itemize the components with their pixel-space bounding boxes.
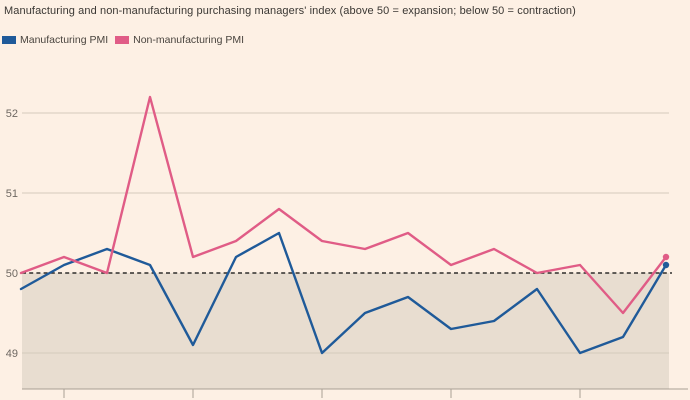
legend-label-manufacturing: Manufacturing PMI [20,34,109,46]
series-line-manufacturing-pmi [19,231,668,355]
legend-item-non-manufacturing: Non-manufacturing PMI [115,34,244,46]
chart-legend: Manufacturing PMI Non-manufacturing PMI [2,34,251,46]
non-manufacturing-swatch-icon [115,36,130,44]
y-tick-label-50: 50 [6,268,18,280]
chart-title: Manufacturing and non-manufacturing purc… [4,5,576,17]
y-tick-label-51: 51 [6,188,18,200]
series-line-non-manufacturing-pmi [19,95,668,315]
manufacturing-swatch-icon [2,36,16,44]
y-tick-label-49: 49 [6,348,18,360]
legend-item-manufacturing: Manufacturing PMI [2,34,108,46]
end-marker-manufacturing-pmi [662,261,670,269]
end-marker-non-manufacturing-pmi [662,253,670,261]
y-tick-label-52: 52 [6,108,18,120]
legend-label-non-manufacturing: Non-manufacturing PMI [133,34,245,46]
